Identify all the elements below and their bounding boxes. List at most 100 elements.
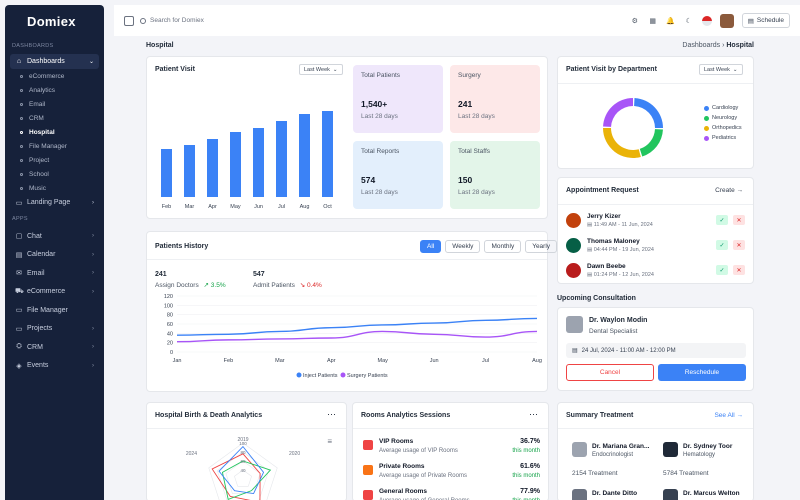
x-tick-label: May bbox=[230, 204, 241, 210]
tab-monthly[interactable]: Monthly bbox=[484, 240, 522, 253]
consultation-role: Dental Specialist bbox=[589, 328, 638, 335]
appointment-actions: ✓ ✕ bbox=[716, 265, 745, 275]
stat-surgery: Surgery 241 Last 28 days bbox=[450, 65, 540, 133]
sidebar: Domiex DASHBOARDS ⌂ Dashboards ⌄ eCommer… bbox=[5, 5, 104, 500]
divider bbox=[558, 204, 753, 205]
stat-subtitle: Last 28 days bbox=[458, 113, 495, 120]
see-all-link[interactable]: See All → bbox=[714, 412, 743, 419]
sidebar-subitem-analytics[interactable]: Analytics bbox=[5, 83, 104, 97]
schedule-button[interactable]: ▤ Schedule bbox=[741, 13, 790, 28]
avatar[interactable] bbox=[719, 13, 734, 28]
sidebar-item-dashboards[interactable]: ⌂ Dashboards ⌄ bbox=[10, 54, 99, 69]
tab-yearly[interactable]: Yearly bbox=[525, 240, 558, 253]
legend-label: Cardiology bbox=[712, 105, 739, 111]
reject-button[interactable]: ✕ bbox=[733, 215, 745, 225]
patient-name: Thomas Maloney bbox=[587, 237, 640, 245]
sidebar-toggle-icon[interactable] bbox=[124, 15, 134, 26]
arrow-right-icon: → bbox=[736, 187, 744, 194]
doctor-name: Dr. Sydney Toor bbox=[683, 443, 733, 450]
sidebar-item-label: eCommerce bbox=[27, 288, 66, 296]
radar-axis-label: 2020 bbox=[289, 451, 300, 457]
period-dropdown[interactable]: Last Week ⌄ bbox=[299, 64, 343, 75]
x-tick-label: Jul bbox=[278, 204, 285, 210]
sidebar-item-file-manager[interactable]: ▭ File Manager bbox=[10, 301, 99, 320]
appointment-date-text: 04:44 PM - 19 Jun, 2024 bbox=[593, 246, 654, 253]
appointment-actions: ✓ ✕ bbox=[716, 240, 745, 250]
admit-patients-value: 547 bbox=[253, 271, 265, 278]
sidebar-subitem-email[interactable]: Email bbox=[5, 97, 104, 111]
card-title: Summary Treatment bbox=[566, 412, 634, 419]
history-period-tabs: All Weekly Monthly Yearly bbox=[420, 240, 558, 253]
calendar-icon: ▤ bbox=[572, 348, 578, 354]
sidebar-subitem-file-manager[interactable]: File Manager bbox=[5, 139, 104, 153]
appointment-info: Dawn Beebe ▤ 01:24 PM - 12 Jun, 2024 bbox=[587, 263, 654, 278]
chevron-right-icon: › bbox=[92, 251, 94, 258]
series-line bbox=[176, 330, 538, 343]
sidebar-subitem-school[interactable]: School bbox=[5, 167, 104, 181]
breadcrumb-parent[interactable]: Dashboards bbox=[682, 42, 721, 49]
sidebar-item-calendar[interactable]: ▤ Calendar › bbox=[10, 246, 99, 265]
reschedule-button[interactable]: Reschedule bbox=[658, 364, 746, 381]
reject-button[interactable]: ✕ bbox=[733, 240, 745, 250]
sidebar-item-chat[interactable]: ▢ Chat › bbox=[10, 227, 99, 246]
assign-doctors-label: Assign Doctors ↗ 3.5% bbox=[155, 281, 226, 289]
sidebar-subitem-hospital[interactable]: Hospital bbox=[5, 125, 104, 139]
dropdown-value: Last Week bbox=[304, 66, 330, 73]
language-flag-icon[interactable] bbox=[701, 15, 712, 26]
patient-name: Jerry Kizer bbox=[587, 212, 621, 220]
accept-button[interactable]: ✓ bbox=[716, 265, 728, 275]
sidebar-subitem-project[interactable]: Project bbox=[5, 153, 104, 167]
dropdown-value: Last Week bbox=[704, 66, 730, 73]
tab-all[interactable]: All bbox=[420, 240, 442, 253]
y-tick-label: 60 bbox=[167, 322, 173, 328]
accept-button[interactable]: ✓ bbox=[716, 240, 728, 250]
search-input[interactable]: Search for Domiex bbox=[140, 17, 204, 24]
sidebar-item-email[interactable]: ✉ Email › bbox=[10, 264, 99, 283]
legend-dot bbox=[340, 372, 346, 378]
sidebar-subitem-music[interactable]: Music bbox=[5, 181, 104, 195]
legend-label: Surgery Patients bbox=[347, 373, 388, 379]
sidebar-subitem-label: File Manager bbox=[29, 142, 67, 150]
consultation-doctor: Dr. Waylon Modin bbox=[589, 317, 648, 324]
create-appointment-link[interactable]: Create → bbox=[715, 187, 743, 194]
room-item: VIP Rooms Average usage of VIP Rooms 36.7%… bbox=[363, 437, 540, 461]
sidebar-item-crm[interactable]: ⛭ CRM › bbox=[10, 338, 99, 357]
department-period-dropdown[interactable]: Last Week ⌄ bbox=[699, 64, 743, 75]
chart-menu-icon[interactable]: ≡ bbox=[327, 437, 332, 446]
divider bbox=[147, 259, 547, 260]
sidebar-subitem-label: eCommerce bbox=[29, 72, 65, 80]
doctor-name: Dr. Marcus Welton bbox=[683, 490, 740, 497]
sidebar-subitem-crm[interactable]: CRM bbox=[5, 111, 104, 125]
settings-icon[interactable]: ⚙ bbox=[631, 17, 638, 25]
x-tick-label: Oct bbox=[323, 204, 332, 210]
admit-patients-change: 0.4% bbox=[307, 282, 322, 289]
assign-doctors-text: Assign Doctors bbox=[155, 282, 199, 289]
apps-grid-icon[interactable]: ▦ bbox=[649, 17, 657, 25]
chevron-right-icon: › bbox=[92, 270, 94, 277]
theme-toggle-icon[interactable]: ☾ bbox=[685, 17, 692, 25]
home-icon: ⌂ bbox=[16, 58, 22, 65]
birth-death-card: Hospital Birth & Death Analytics ⋯ ≡ 201… bbox=[146, 402, 347, 500]
stat-total-patients: Total Patients 1,540+ Last 28 days bbox=[353, 65, 443, 133]
sidebar-subitem-ecommerce[interactable]: eCommerce bbox=[5, 69, 104, 83]
reject-button[interactable]: ✕ bbox=[733, 265, 745, 275]
more-options-icon[interactable]: ⋯ bbox=[529, 409, 538, 419]
tab-weekly[interactable]: Weekly bbox=[445, 240, 481, 253]
more-options-icon[interactable]: ⋯ bbox=[327, 409, 336, 419]
notification-icon[interactable]: 🔔 bbox=[666, 17, 676, 25]
treatment-count: 5784 Treatment bbox=[663, 470, 709, 477]
sidebar-item-ecommerce[interactable]: ⛟ eCommerce › bbox=[10, 283, 99, 302]
radar-series bbox=[221, 460, 272, 500]
sidebar-item-landing-page[interactable]: ▭ Landing Page › bbox=[10, 195, 99, 210]
accept-button[interactable]: ✓ bbox=[716, 215, 728, 225]
stat-subtitle: Last 28 days bbox=[361, 189, 398, 196]
dashboards-submenu: eCommerce Analytics Email CRM Hospital File M… bbox=[5, 69, 104, 195]
bar bbox=[184, 145, 195, 197]
sidebar-item-events[interactable]: ◈ Events › bbox=[10, 357, 99, 376]
avatar bbox=[572, 489, 587, 500]
radar-tick-label: 60 bbox=[240, 459, 246, 464]
sidebar-item-projects[interactable]: ▭ Projects › bbox=[10, 320, 99, 339]
appointment-info: Thomas Maloney ▤ 04:44 PM - 19 Jun, 2024 bbox=[587, 238, 654, 253]
y-tick-label: 80 bbox=[167, 313, 173, 319]
cancel-button[interactable]: Cancel bbox=[566, 364, 654, 381]
